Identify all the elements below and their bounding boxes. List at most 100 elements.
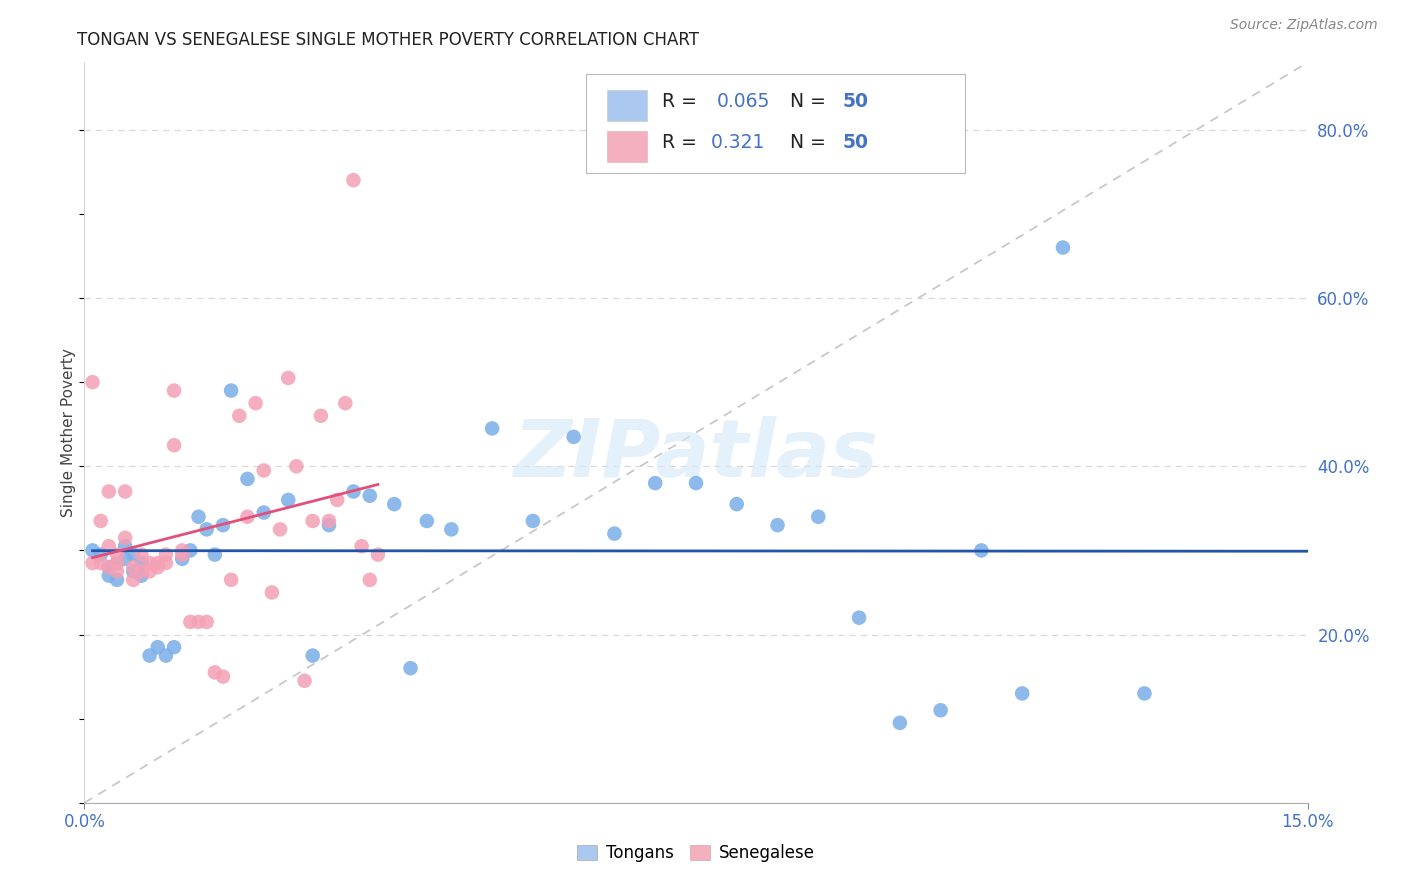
Point [807, 509, 830, 524]
Point [269, 522, 291, 536]
Point [187, 615, 209, 629]
Point [155, 648, 177, 663]
FancyBboxPatch shape [606, 90, 647, 120]
Point [1133, 686, 1156, 700]
Point [114, 539, 136, 553]
Point [97, 560, 120, 574]
Point [1011, 686, 1033, 700]
Point [187, 509, 209, 524]
Point [105, 565, 128, 579]
Point [114, 531, 136, 545]
Point [766, 518, 789, 533]
Point [335, 396, 357, 410]
Point [163, 384, 186, 398]
Point [122, 565, 145, 579]
Point [318, 514, 340, 528]
Point [440, 522, 463, 536]
Point [644, 476, 666, 491]
Point [301, 514, 323, 528]
Point [367, 548, 389, 562]
Point [228, 409, 250, 423]
Text: 0.321: 0.321 [704, 134, 763, 153]
Point [326, 492, 349, 507]
Point [253, 463, 276, 477]
Point [285, 459, 308, 474]
Text: N =: N = [790, 134, 832, 153]
Point [146, 560, 169, 574]
Point [179, 543, 201, 558]
Point [90, 556, 112, 570]
Point [350, 539, 373, 553]
Point [399, 661, 422, 675]
Point [685, 476, 707, 491]
Point [204, 548, 226, 562]
Y-axis label: Single Mother Poverty: Single Mother Poverty [60, 348, 76, 517]
Point [1052, 240, 1074, 255]
Point [82, 543, 104, 558]
Point [301, 648, 323, 663]
Point [318, 518, 340, 533]
Point [131, 556, 153, 570]
Legend: Tongans, Senegalese: Tongans, Senegalese [571, 838, 821, 869]
Point [172, 551, 194, 566]
Point [382, 497, 405, 511]
Point [131, 548, 153, 562]
Point [253, 506, 276, 520]
Point [725, 497, 748, 511]
FancyBboxPatch shape [586, 73, 965, 173]
Point [82, 556, 104, 570]
Text: R =: R = [662, 134, 703, 153]
Text: 50: 50 [842, 134, 869, 153]
Point [277, 371, 299, 385]
Text: Source: ZipAtlas.com: Source: ZipAtlas.com [1230, 18, 1378, 32]
Point [359, 489, 381, 503]
Point [309, 409, 332, 423]
Point [90, 514, 112, 528]
Text: ZIPatlas: ZIPatlas [513, 416, 879, 494]
FancyBboxPatch shape [606, 131, 647, 162]
Text: R =: R = [662, 92, 703, 111]
Point [131, 568, 153, 582]
Point [195, 615, 218, 629]
Point [105, 548, 128, 562]
Text: TONGAN VS SENEGALESE SINGLE MOTHER POVERTY CORRELATION CHART: TONGAN VS SENEGALESE SINGLE MOTHER POVER… [77, 31, 699, 49]
Point [97, 560, 120, 574]
Point [260, 585, 283, 599]
Point [179, 615, 201, 629]
Point [122, 573, 145, 587]
Point [359, 573, 381, 587]
Point [146, 556, 169, 570]
Point [114, 484, 136, 499]
Point [848, 610, 870, 624]
Point [342, 173, 364, 187]
Point [97, 484, 120, 499]
Point [212, 518, 235, 533]
Point [122, 548, 145, 562]
Point [204, 665, 226, 680]
Point [105, 573, 128, 587]
Text: N =: N = [790, 92, 832, 111]
Point [138, 648, 160, 663]
Text: 50: 50 [842, 92, 869, 111]
Point [603, 526, 626, 541]
Point [114, 551, 136, 566]
Point [138, 556, 160, 570]
Point [138, 565, 160, 579]
Text: 0.065: 0.065 [717, 92, 770, 111]
Point [481, 421, 503, 435]
Point [236, 509, 259, 524]
Point [97, 568, 120, 582]
Point [97, 539, 120, 553]
Point [416, 514, 439, 528]
Point [122, 560, 145, 574]
Point [105, 556, 128, 570]
Point [970, 543, 993, 558]
Point [236, 472, 259, 486]
Point [929, 703, 952, 717]
Point [82, 375, 104, 389]
Point [172, 543, 194, 558]
Point [155, 548, 177, 562]
Point [90, 548, 112, 562]
Point [277, 492, 299, 507]
Point [212, 670, 235, 684]
